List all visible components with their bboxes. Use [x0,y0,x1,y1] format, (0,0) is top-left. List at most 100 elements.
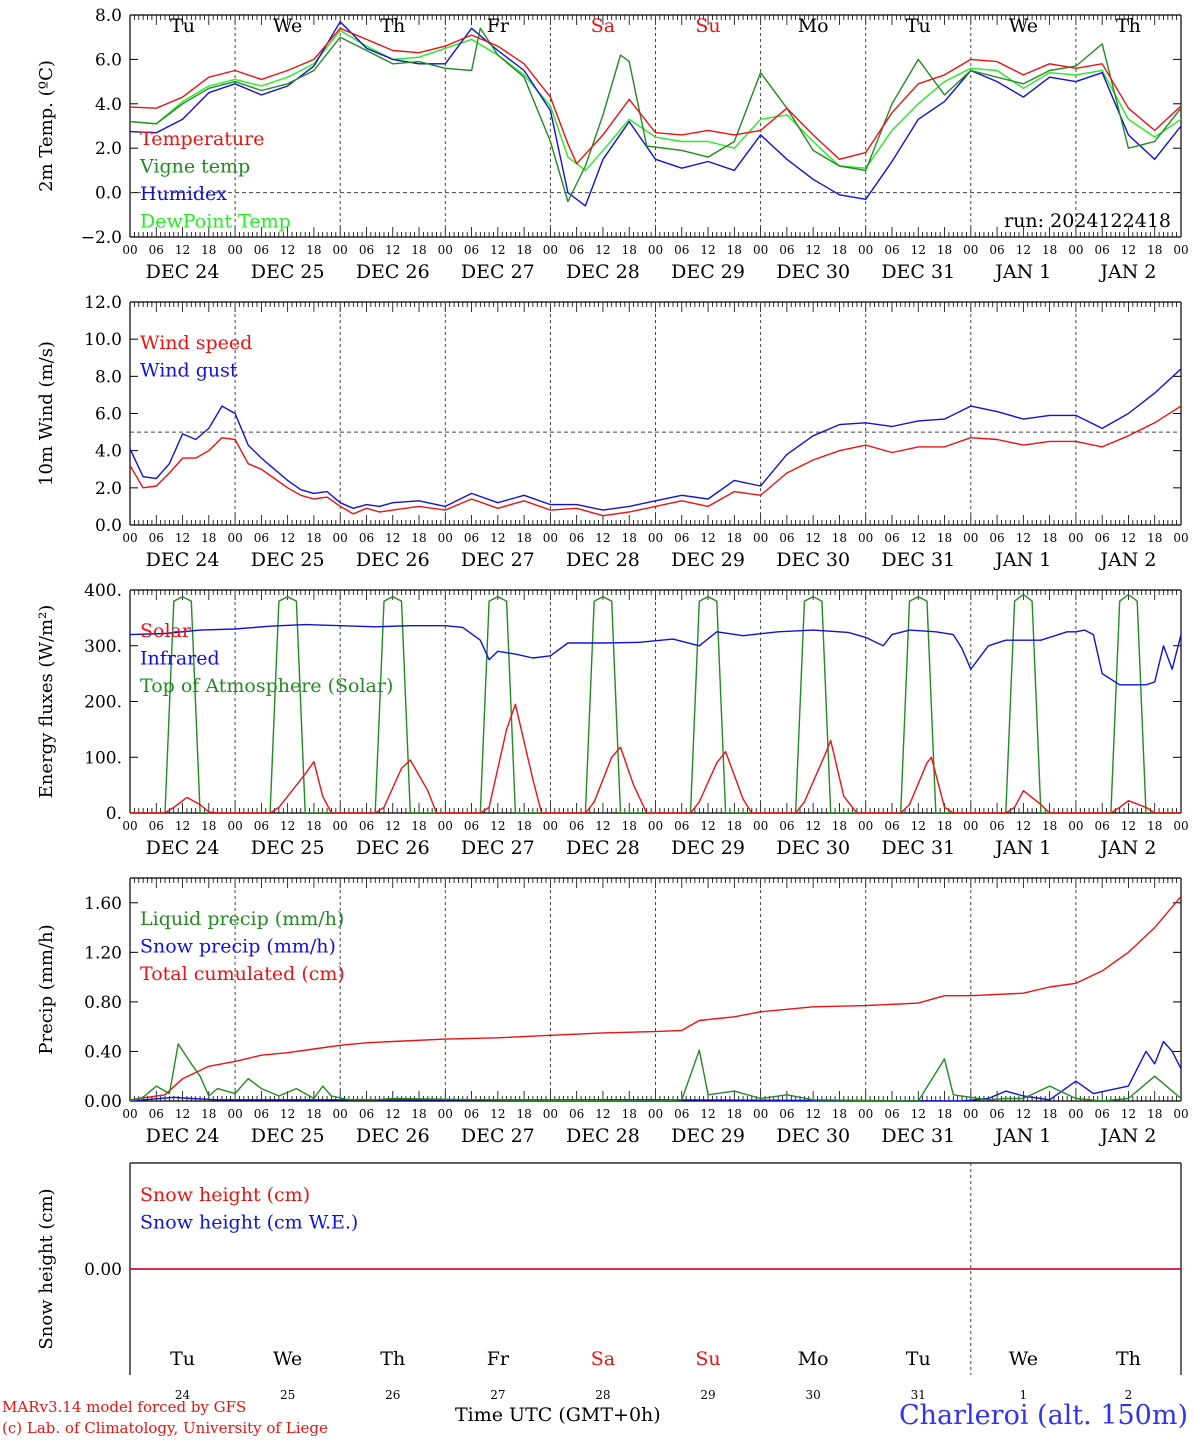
hour-tick-label: 06 [674,531,689,545]
date-label: DEC 29 [671,261,745,283]
y-tick-label: 400. [84,581,122,601]
hour-tick-label: 18 [1042,1107,1057,1121]
hour-tick-label: 00 [122,531,137,545]
hour-tick-label: 00 [543,819,558,833]
series-group [130,895,1181,1101]
hour-tick-label: 00 [227,531,242,545]
day-number-label: 2 [1125,1388,1133,1402]
hour-tick-label: 06 [149,531,164,545]
hour-tick-label: 00 [227,1107,242,1121]
hour-tick-label: 00 [438,243,453,257]
hour-tick-label: 18 [832,243,847,257]
hour-tick-label: 00 [858,243,873,257]
legend-entry: Top of Atmosphere (Solar) [140,675,393,697]
y-tick-label: 0.0 [95,184,122,204]
series-line-dewpoint-temp [130,29,1181,172]
series-line-humidex [130,21,1181,207]
date-label: DEC 26 [356,837,430,859]
hour-tick-label: 00 [122,1107,137,1121]
hour-tick-label: 18 [832,1107,847,1121]
weekday-label: Th [380,15,405,37]
hour-tick-label: 18 [937,243,952,257]
hour-tick-label: 18 [622,531,637,545]
hour-tick-label: 00 [1173,819,1188,833]
hour-tick-label: 12 [595,243,610,257]
hour-tick-label: 18 [937,1107,952,1121]
hour-tick-label: 06 [359,243,374,257]
hour-tick-label: 18 [727,243,742,257]
hour-tick-label: 06 [569,531,584,545]
legend-entry: Liquid precip (mm/h) [140,908,344,930]
hour-tick-label: 12 [595,531,610,545]
hour-tick-label: 12 [911,1107,926,1121]
hour-tick-label: 18 [1147,243,1162,257]
hour-tick-label: 06 [884,1107,899,1121]
hour-tick-label: 12 [911,243,926,257]
hour-tick-label: 00 [753,1107,768,1121]
date-label: JAN 1 [993,837,1051,859]
day-number-label: 31 [911,1388,926,1402]
hour-tick-label: 00 [648,531,663,545]
legend-entry: Snow height (cm) [140,1184,310,1206]
hour-tick-label: 18 [1147,531,1162,545]
series-line-temperature [130,27,1181,165]
y-tick-label: 4.0 [95,442,122,462]
hour-tick-label: 12 [911,531,926,545]
date-label: DEC 31 [881,549,955,571]
y-tick-label: 8.0 [95,367,122,387]
weekday-label: Sa [591,15,615,37]
date-label: JAN 2 [1098,549,1156,571]
hour-tick-label: 18 [516,531,531,545]
hour-tick-label: 06 [989,243,1004,257]
hour-tick-label: 00 [227,819,242,833]
hour-tick-label: 06 [464,819,479,833]
hour-tick-label: 18 [306,819,321,833]
x-axis-title: Time UTC (GMT+0h) [455,1404,661,1426]
date-label: DEC 31 [881,837,955,859]
series-line-infrared [130,623,1181,686]
hour-tick-label: 06 [254,1107,269,1121]
date-label: DEC 29 [671,549,745,571]
hour-tick-label: 12 [1016,531,1031,545]
y-tick-label: 0. [106,804,122,824]
hour-tick-label: 18 [937,819,952,833]
hour-tick-label: 06 [254,531,269,545]
model-credit: MARv3.14 model forced by GFS [2,1398,247,1416]
weekday-label: Fr [487,15,510,37]
hour-tick-label: 18 [832,531,847,545]
hour-tick-label: 00 [543,1107,558,1121]
y-tick-label: 0.80 [84,993,122,1013]
date-label: DEC 24 [146,549,220,571]
y-tick-label: 2.0 [95,479,122,499]
hour-tick-label: 12 [1121,1107,1136,1121]
hour-tick-label: 00 [753,819,768,833]
hour-tick-label: 18 [306,531,321,545]
legend-entry: Infrared [140,648,220,670]
day-number-label: 1 [1020,1388,1028,1402]
hour-tick-label: 06 [149,819,164,833]
date-label: JAN 2 [1098,261,1156,283]
hour-tick-label: 12 [1121,243,1136,257]
legend-entry: Vigne temp [139,156,250,178]
hour-tick-label: 18 [727,819,742,833]
hour-tick-label: 06 [569,1107,584,1121]
hour-tick-label: 12 [280,243,295,257]
hour-tick-label: 18 [832,819,847,833]
hour-tick-label: 00 [438,819,453,833]
lab-credit: (c) Lab. of Climatology, University of L… [2,1419,328,1437]
weekday-label: Mo [798,15,829,37]
date-label: JAN 2 [1098,837,1156,859]
hour-tick-label: 06 [149,1107,164,1121]
hour-tick-label: 18 [516,243,531,257]
y-tick-label: 10.0 [84,330,122,350]
hour-tick-label: 18 [306,1107,321,1121]
y-axis-label: Snow height (cm) [36,1188,57,1349]
legend-entry: Total cumulated (cm) [140,963,345,985]
hour-tick-label: 06 [254,243,269,257]
weekday-label: Su [695,15,720,37]
y-tick-label: 12.0 [84,293,122,313]
hour-tick-label: 06 [779,1107,794,1121]
hour-tick-label: 00 [858,531,873,545]
hour-tick-label: 18 [516,819,531,833]
hour-tick-label: 12 [1016,243,1031,257]
